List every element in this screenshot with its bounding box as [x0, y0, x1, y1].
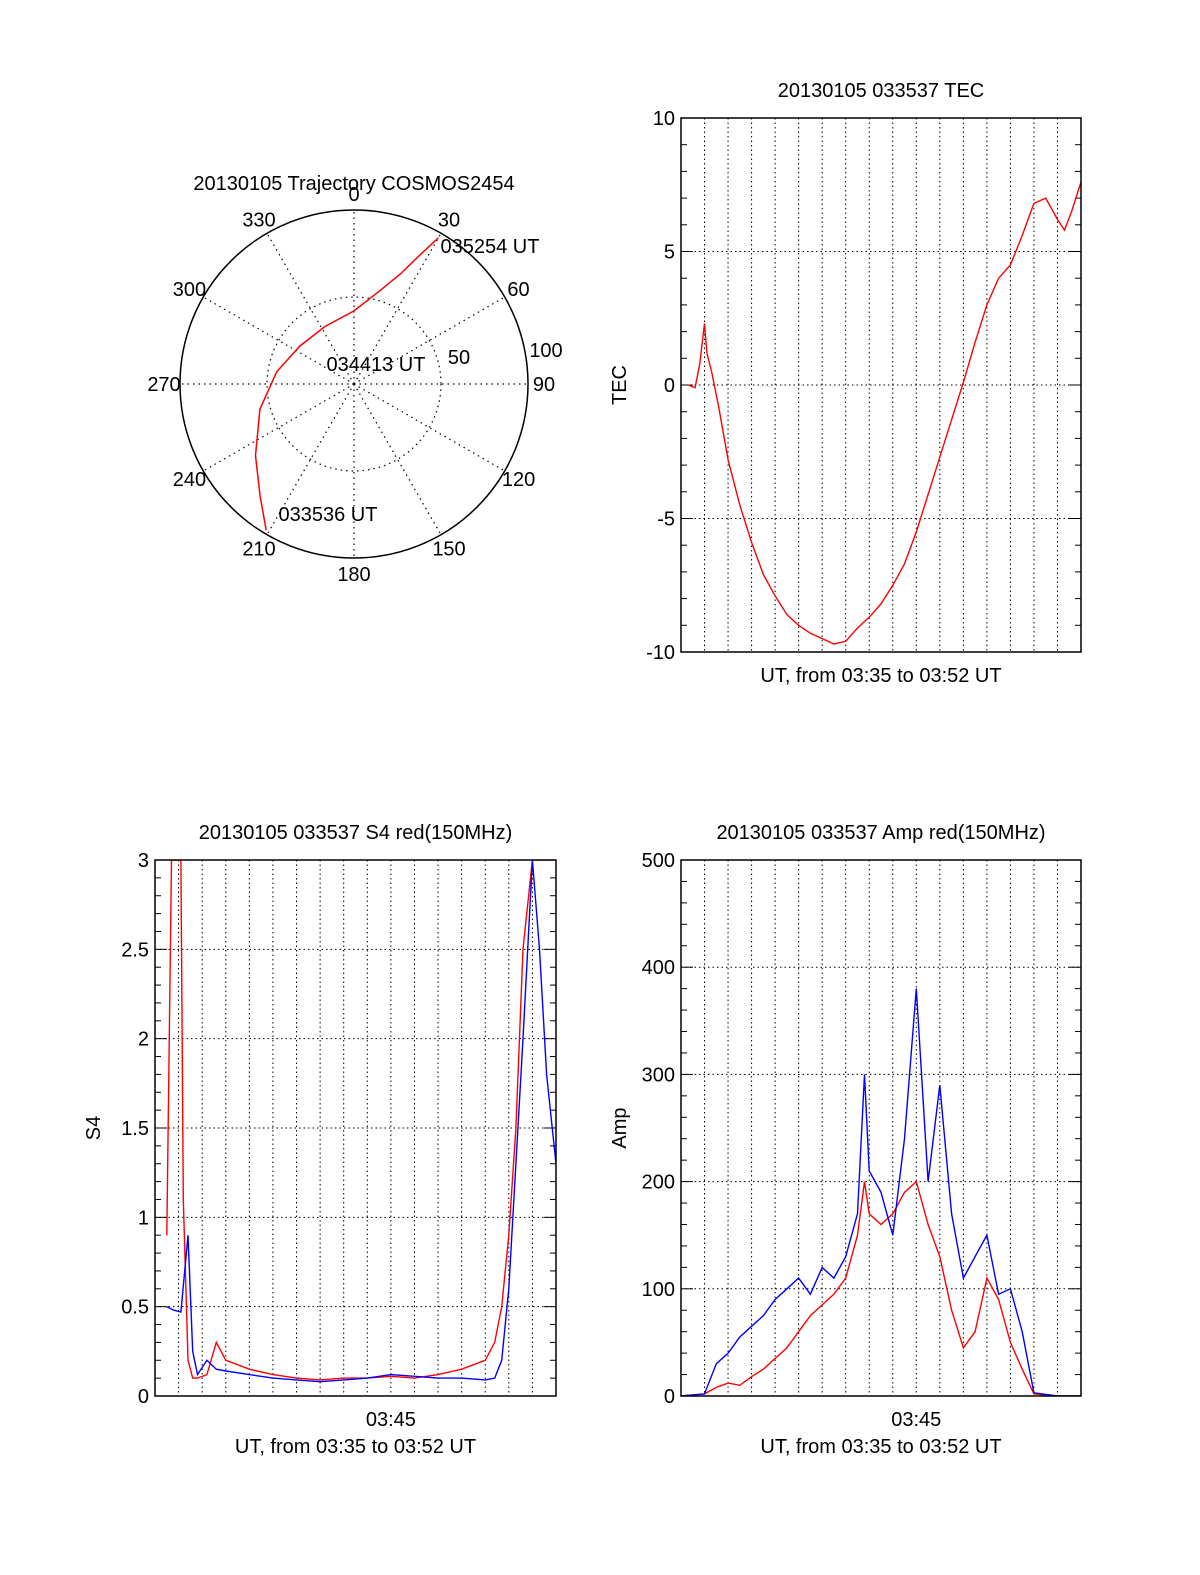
angle-tick-label: 120: [502, 469, 535, 491]
series-line-0: [166, 860, 556, 1381]
plot-frame: [680, 859, 1082, 1397]
amp-chart: 20130105 033537 Amp red(150MHz) 500 400 300…: [609, 822, 1082, 1458]
radius-tick-label: 100: [529, 340, 562, 362]
radial-gridline: [353, 233, 442, 385]
angle-tick-label: 30: [438, 209, 460, 231]
radial-gridline: [266, 383, 355, 535]
y-tick-label: 0: [138, 1386, 149, 1408]
y-tick-label: 300: [642, 1064, 675, 1086]
chart-title: 20130105 033537 TEC: [778, 80, 984, 102]
radial-gridline: [203, 383, 355, 472]
y-tick-label: 10: [653, 108, 675, 130]
y-tick-label: 1.5: [121, 1118, 149, 1140]
y-tick-label: 400: [642, 957, 675, 979]
angle-tick-label: 240: [173, 469, 206, 491]
y-tick-label: 3: [138, 850, 149, 872]
y-tick-label: 0: [664, 375, 675, 397]
y-tick-label: 2.5: [121, 939, 149, 961]
y-axis-label: S4: [83, 1116, 105, 1140]
radial-gridline: [353, 383, 442, 535]
y-tick-label: 2: [138, 1029, 149, 1051]
plot-frame: [154, 859, 557, 1397]
time-annotation: 033536 UT: [279, 504, 378, 526]
angle-tick-label: 270: [147, 374, 180, 396]
trajectory-line: [254, 237, 439, 531]
y-tick-label: 200: [642, 1172, 675, 1194]
outer-circle: [179, 209, 529, 559]
radial-gridline: [353, 383, 505, 472]
y-tick-label: 0: [664, 1386, 675, 1408]
radial-gridline: [353, 296, 505, 385]
plot-frame: [680, 117, 1082, 653]
angle-tick-label: 330: [242, 209, 275, 231]
tec-chart: 20130105 033537 TEC 10 5 0 -5 -10 UT, from 03:…: [609, 80, 1082, 687]
chart-title: 20130105 Trajectory COSMOS2454: [193, 173, 514, 195]
x-axis-label: UT, from 03:35 to 03:52 UT: [760, 1436, 1001, 1458]
s4-chart: 20130105 033537 S4 red(150MHz) 3 2.5 2 1.5 1 0…: [83, 822, 557, 1458]
grid-circle: [266, 296, 442, 472]
angle-tick-label: 150: [432, 539, 465, 561]
radial-gridline: [203, 296, 355, 385]
x-axis-label: UT, from 03:35 to 03:52 UT: [760, 665, 1001, 687]
radius-tick-label: 50: [448, 347, 470, 369]
y-tick-label: -5: [657, 509, 675, 531]
series-line-1: [166, 860, 556, 1383]
time-annotation: 034413 UT: [327, 354, 426, 376]
angle-tick-label: 210: [242, 539, 275, 561]
chart-title: 20130105 033537 S4 red(150MHz): [199, 822, 513, 844]
y-axis-label: TEC: [609, 365, 631, 405]
y-tick-label: 0.5: [121, 1297, 149, 1319]
chart-title: 20130105 033537 Amp red(150MHz): [716, 822, 1045, 844]
angle-tick-label: 0: [348, 184, 359, 206]
series-line-0: [681, 1180, 1081, 1396]
x-tick-label: 03:45: [366, 1409, 416, 1431]
y-tick-label: 1: [138, 1207, 149, 1229]
radial-gridline: [266, 233, 355, 385]
angle-tick-label: 60: [507, 279, 529, 301]
x-tick-label: 03:45: [891, 1409, 941, 1431]
y-tick-label: 5: [664, 242, 675, 264]
y-tick-label: 100: [642, 1279, 675, 1301]
angle-tick-label: 90: [533, 374, 555, 396]
series-line-0: [687, 181, 1081, 645]
angle-tick-label: 300: [173, 279, 206, 301]
time-annotation: 035254 UT: [441, 236, 540, 258]
series-line-1: [681, 988, 1081, 1396]
angle-tick-label: 180: [337, 564, 370, 586]
x-axis-label: UT, from 03:35 to 03:52 UT: [235, 1436, 476, 1458]
y-tick-label: 500: [642, 850, 675, 872]
y-axis-label: Amp: [609, 1107, 631, 1148]
y-tick-label: -10: [646, 642, 675, 664]
